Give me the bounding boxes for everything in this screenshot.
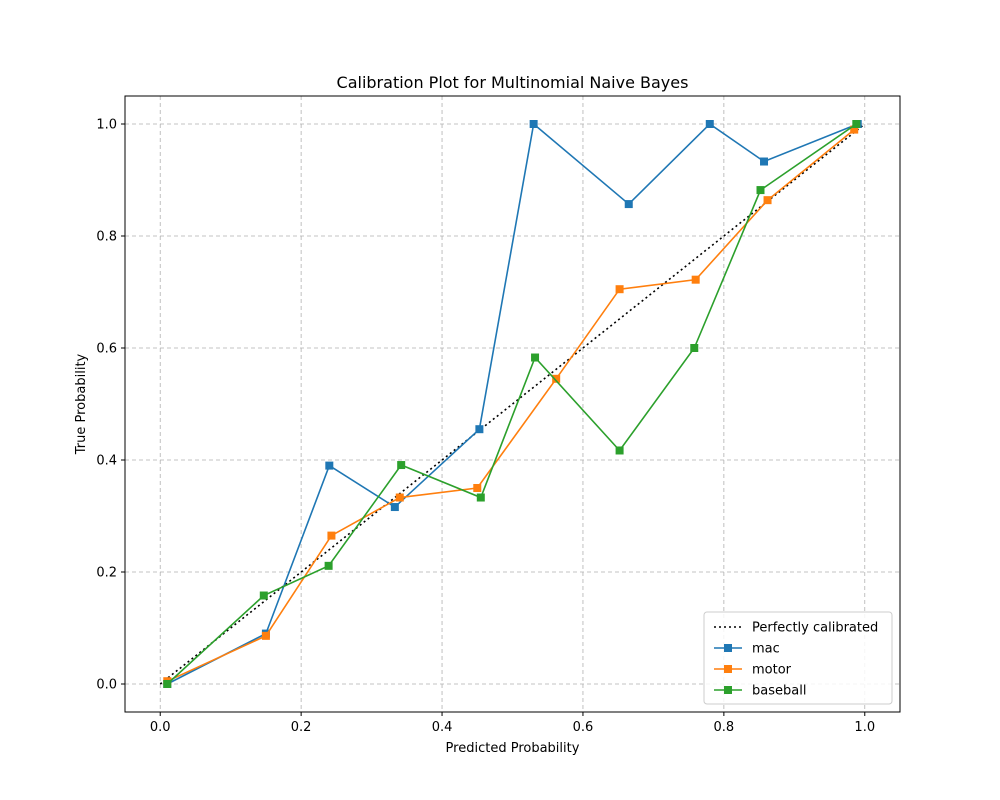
legend-marker: [724, 686, 732, 694]
y-axis-ticks: 0.0 0.2 0.4 0.6 0.8 1.0: [96, 118, 125, 693]
point-motor: [615, 285, 624, 294]
legend-box: [703, 611, 893, 705]
point-motor: [552, 374, 561, 383]
legend-item: Perfectly calibrated: [714, 621, 878, 636]
point-baseball: [259, 591, 268, 600]
series-baseball: [163, 120, 861, 688]
x-tick-label: 1.0: [854, 720, 875, 735]
legend-marker: [724, 644, 732, 652]
point-baseball: [324, 561, 333, 570]
point-baseball: [476, 493, 485, 502]
series-line-baseball: [166, 123, 857, 685]
legend-label: mac: [752, 642, 780, 657]
grid: [125, 96, 900, 712]
series-line-mac: [166, 122, 859, 685]
x-tick-label: 0.0: [150, 720, 171, 735]
x-tick-label: 0.8: [714, 720, 735, 735]
y-tick-label: 0.6: [96, 342, 117, 357]
legend-marker: [724, 665, 732, 673]
point-mac: [624, 200, 633, 209]
point-baseball: [163, 680, 172, 688]
y-tick-label: 0.8: [96, 230, 117, 245]
point-baseball: [852, 120, 861, 128]
point-baseball: [397, 461, 406, 470]
y-tick-label: 1.0: [96, 118, 117, 133]
point-mac: [325, 461, 334, 470]
series-motor: [163, 125, 859, 686]
point-mac: [475, 425, 484, 434]
x-axis-ticks: 0.0 0.2 0.4 0.6 0.8 1.0: [150, 712, 875, 735]
y-tick-label: 0.2: [96, 566, 117, 581]
point-baseball: [690, 344, 699, 352]
point-motor: [850, 125, 859, 134]
point-motor: [763, 196, 772, 205]
point-motor: [473, 484, 482, 492]
point-motor: [395, 493, 404, 502]
point-mac: [529, 120, 538, 128]
point-motor: [327, 531, 336, 540]
point-motor: [691, 275, 700, 284]
series-layer: [163, 120, 862, 688]
legend-label: baseball: [752, 684, 806, 699]
x-tick-label: 0.4: [432, 720, 453, 735]
point-mac: [390, 503, 399, 512]
reference-line: [159, 123, 866, 685]
reference-line-layer: [159, 123, 866, 685]
y-tick-label: 0.4: [96, 454, 117, 469]
x-axis-label: Predicted Probability: [446, 741, 580, 756]
y-axis-label: True Probability: [74, 353, 89, 455]
point-baseball: [615, 446, 624, 455]
legend-item: motor: [714, 663, 792, 678]
series-line-motor: [166, 128, 855, 682]
point-mac: [705, 120, 714, 128]
point-baseball: [531, 353, 540, 362]
legend-item: mac: [714, 642, 780, 657]
legend-label: motor: [752, 663, 792, 678]
point-motor: [261, 631, 270, 640]
legend-item: baseball: [714, 684, 806, 699]
legend-label: Perfectly calibrated: [752, 621, 878, 636]
point-mac: [760, 157, 769, 166]
x-tick-label: 0.6: [573, 720, 594, 735]
x-tick-label: 0.2: [291, 720, 312, 735]
chart-title: Calibration Plot for Multinomial Naive B…: [337, 73, 689, 92]
legend: Perfectly calibrated mac motor baseball: [703, 611, 893, 705]
plot-frame: [124, 95, 901, 713]
y-tick-label: 0.0: [96, 678, 117, 693]
series-mac: [163, 120, 862, 688]
point-baseball: [756, 186, 765, 195]
